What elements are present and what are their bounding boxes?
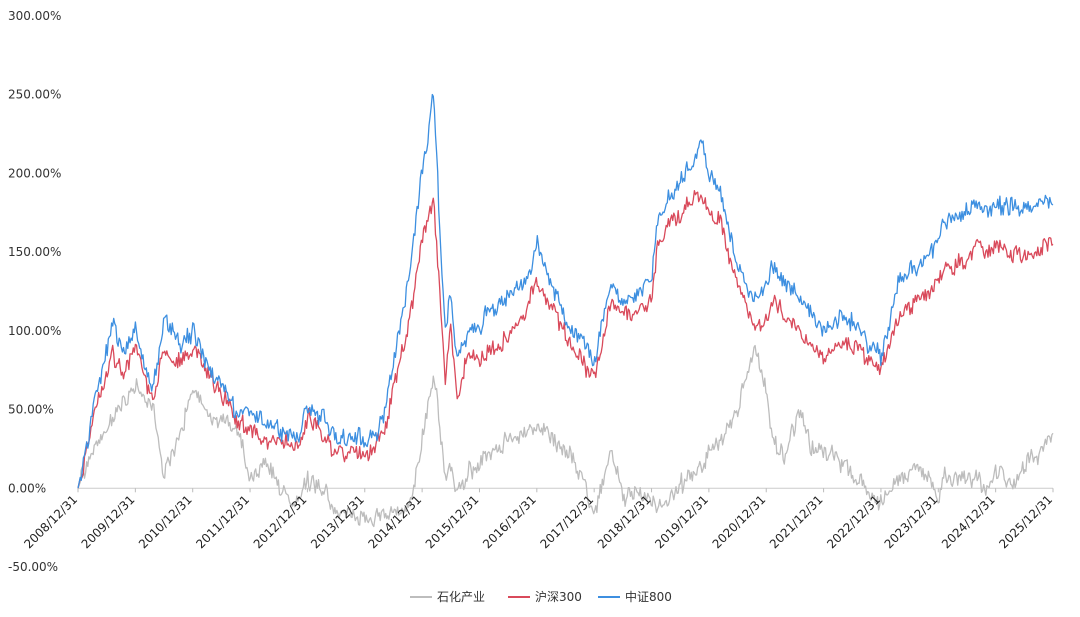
y-tick-label: 300.00% (8, 9, 61, 23)
x-tick-label: 2008/12/31 (21, 493, 80, 552)
y-tick-label: -50.00% (8, 560, 58, 574)
series-line (77, 190, 1054, 489)
x-tick-label: 2012/12/31 (251, 493, 310, 552)
series-line (77, 93, 1054, 489)
legend: 石化产业 沪深300 中证800 (410, 589, 672, 604)
y-axis-labels: 300.00% 250.00% 200.00% 150.00% 100.00% 50.00… (8, 9, 61, 574)
x-axis-labels: 2008/12/312009/12/312010/12/312011/12/31… (21, 488, 1055, 551)
x-tick-label: 2017/12/31 (537, 493, 596, 552)
x-tick-label: 2024/12/31 (939, 493, 998, 552)
y-tick-label: 200.00% (8, 166, 61, 180)
y-tick-label: 250.00% (8, 88, 61, 102)
series-line (77, 344, 1054, 528)
x-tick-label: 2022/12/31 (824, 493, 883, 552)
x-tick-label: 2010/12/31 (136, 493, 195, 552)
y-tick-label: 150.00% (8, 245, 61, 259)
x-tick-label: 2011/12/31 (193, 493, 252, 552)
x-tick-label: 2025/12/31 (996, 493, 1055, 552)
series-lines (77, 93, 1054, 528)
legend-label: 沪深300 (535, 590, 582, 604)
x-tick-label: 2009/12/31 (79, 493, 138, 552)
y-tick-label: 50.00% (8, 403, 54, 417)
x-tick-label: 2021/12/31 (767, 493, 826, 552)
legend-label: 石化产业 (437, 590, 485, 604)
legend-label: 中证800 (625, 589, 672, 604)
x-tick-label: 2016/12/31 (480, 493, 539, 552)
y-tick-label: 100.00% (8, 324, 61, 338)
x-tick-label: 2015/12/31 (423, 493, 482, 552)
x-tick-label: 2020/12/31 (710, 493, 769, 552)
x-tick-label: 2023/12/31 (882, 493, 941, 552)
y-tick-label: 0.00% (8, 481, 46, 495)
x-tick-label: 2019/12/31 (652, 493, 711, 552)
